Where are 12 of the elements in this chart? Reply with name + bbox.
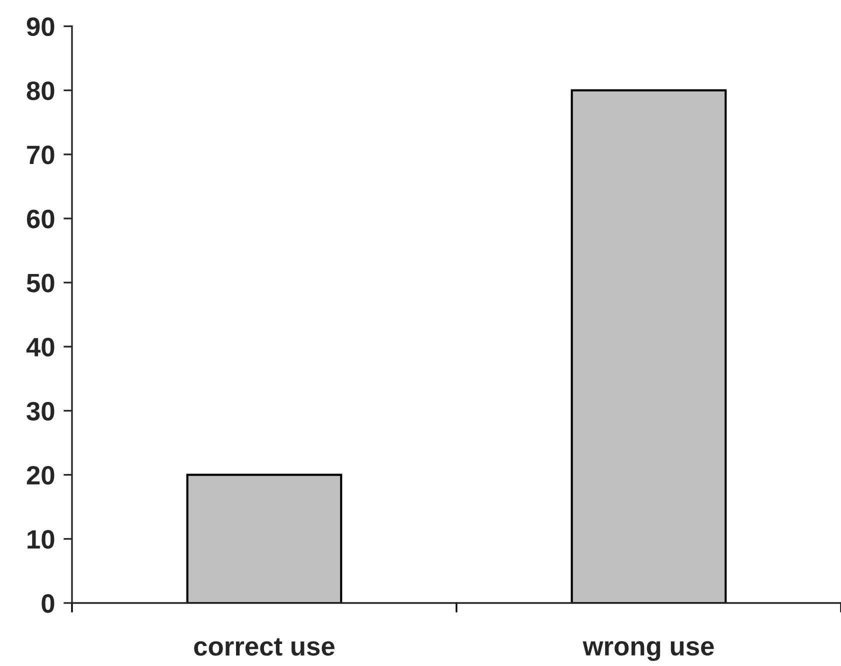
y-tick-label: 20 — [26, 466, 54, 485]
y-tick-label: 0 — [42, 594, 54, 613]
y-tick-label: 50 — [26, 274, 54, 292]
y-tick-label: 70 — [27, 146, 54, 164]
y-tick-label: 90 — [26, 17, 54, 36]
y-tick-label: 60 — [26, 210, 54, 228]
y-tick-label: 30 — [26, 402, 54, 421]
x-tick-label: correct use — [194, 638, 334, 656]
y-tick-label: 10 — [28, 530, 54, 549]
y-tick-label: 40 — [26, 338, 54, 356]
y-tick-label: 80 — [26, 81, 54, 100]
x-tick-label: wrong use — [582, 641, 714, 661]
